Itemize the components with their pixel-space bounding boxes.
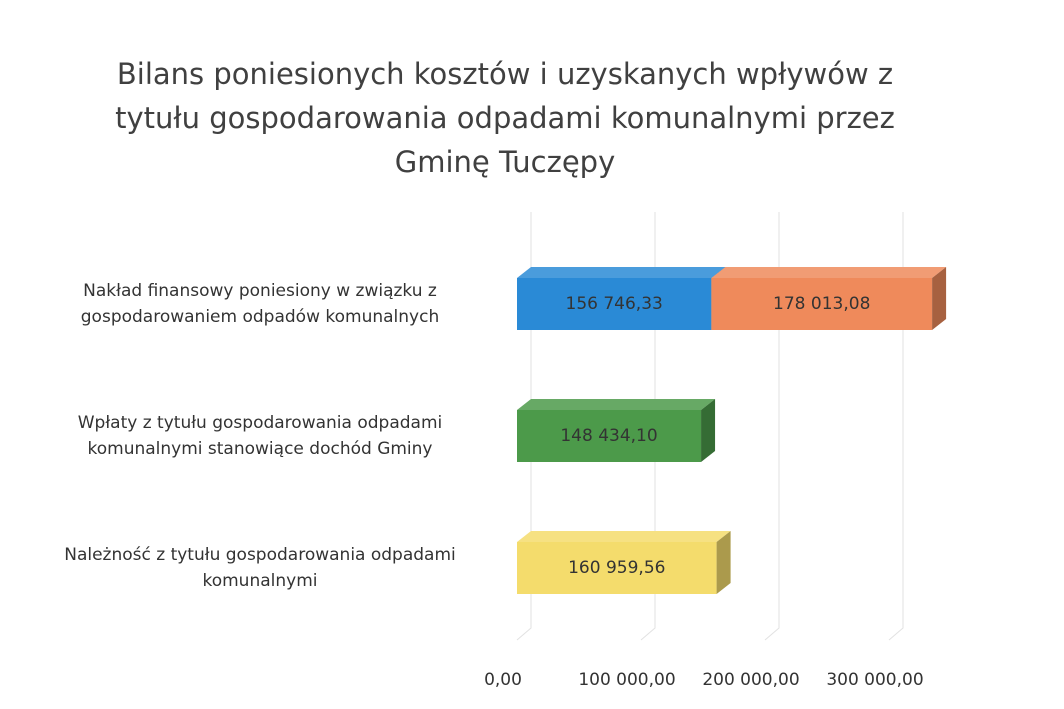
grid-line <box>764 212 780 641</box>
bar-side <box>701 399 716 462</box>
x-tick-label: 200 000,00 <box>702 670 799 690</box>
y-tick-label: Wpłaty z tytułu gospodarowania odpadami … <box>77 413 443 459</box>
grid-line <box>888 212 904 641</box>
bar <box>517 410 702 462</box>
x-tick-label: 100 000,00 <box>578 670 675 690</box>
y-tick-label: Należność z tytułu gospodarowania odpada… <box>64 545 456 591</box>
bar-side <box>932 267 947 330</box>
bar <box>711 278 933 330</box>
grid-line <box>516 212 532 641</box>
data-label: 156 746,33 <box>566 294 663 314</box>
data-label: 178 013,08 <box>773 294 870 314</box>
x-tick-label: 0,00 <box>484 670 522 690</box>
x-tick-label: 300 000,00 <box>826 670 923 690</box>
chart-title: Bilans poniesionych kosztów i uzyskanych… <box>115 57 895 179</box>
bar <box>517 542 717 594</box>
bar <box>517 278 712 330</box>
bar-top <box>711 267 947 278</box>
y-tick-label: Nakład finansowy poniesiony w związku z … <box>80 281 440 327</box>
data-label: 160 959,56 <box>568 558 665 578</box>
bar-top <box>517 399 716 410</box>
bar-top <box>517 267 726 278</box>
data-label: 148 434,10 <box>560 426 657 446</box>
grid-line <box>640 212 656 641</box>
bar-side <box>716 531 731 594</box>
bar-top <box>517 531 731 542</box>
